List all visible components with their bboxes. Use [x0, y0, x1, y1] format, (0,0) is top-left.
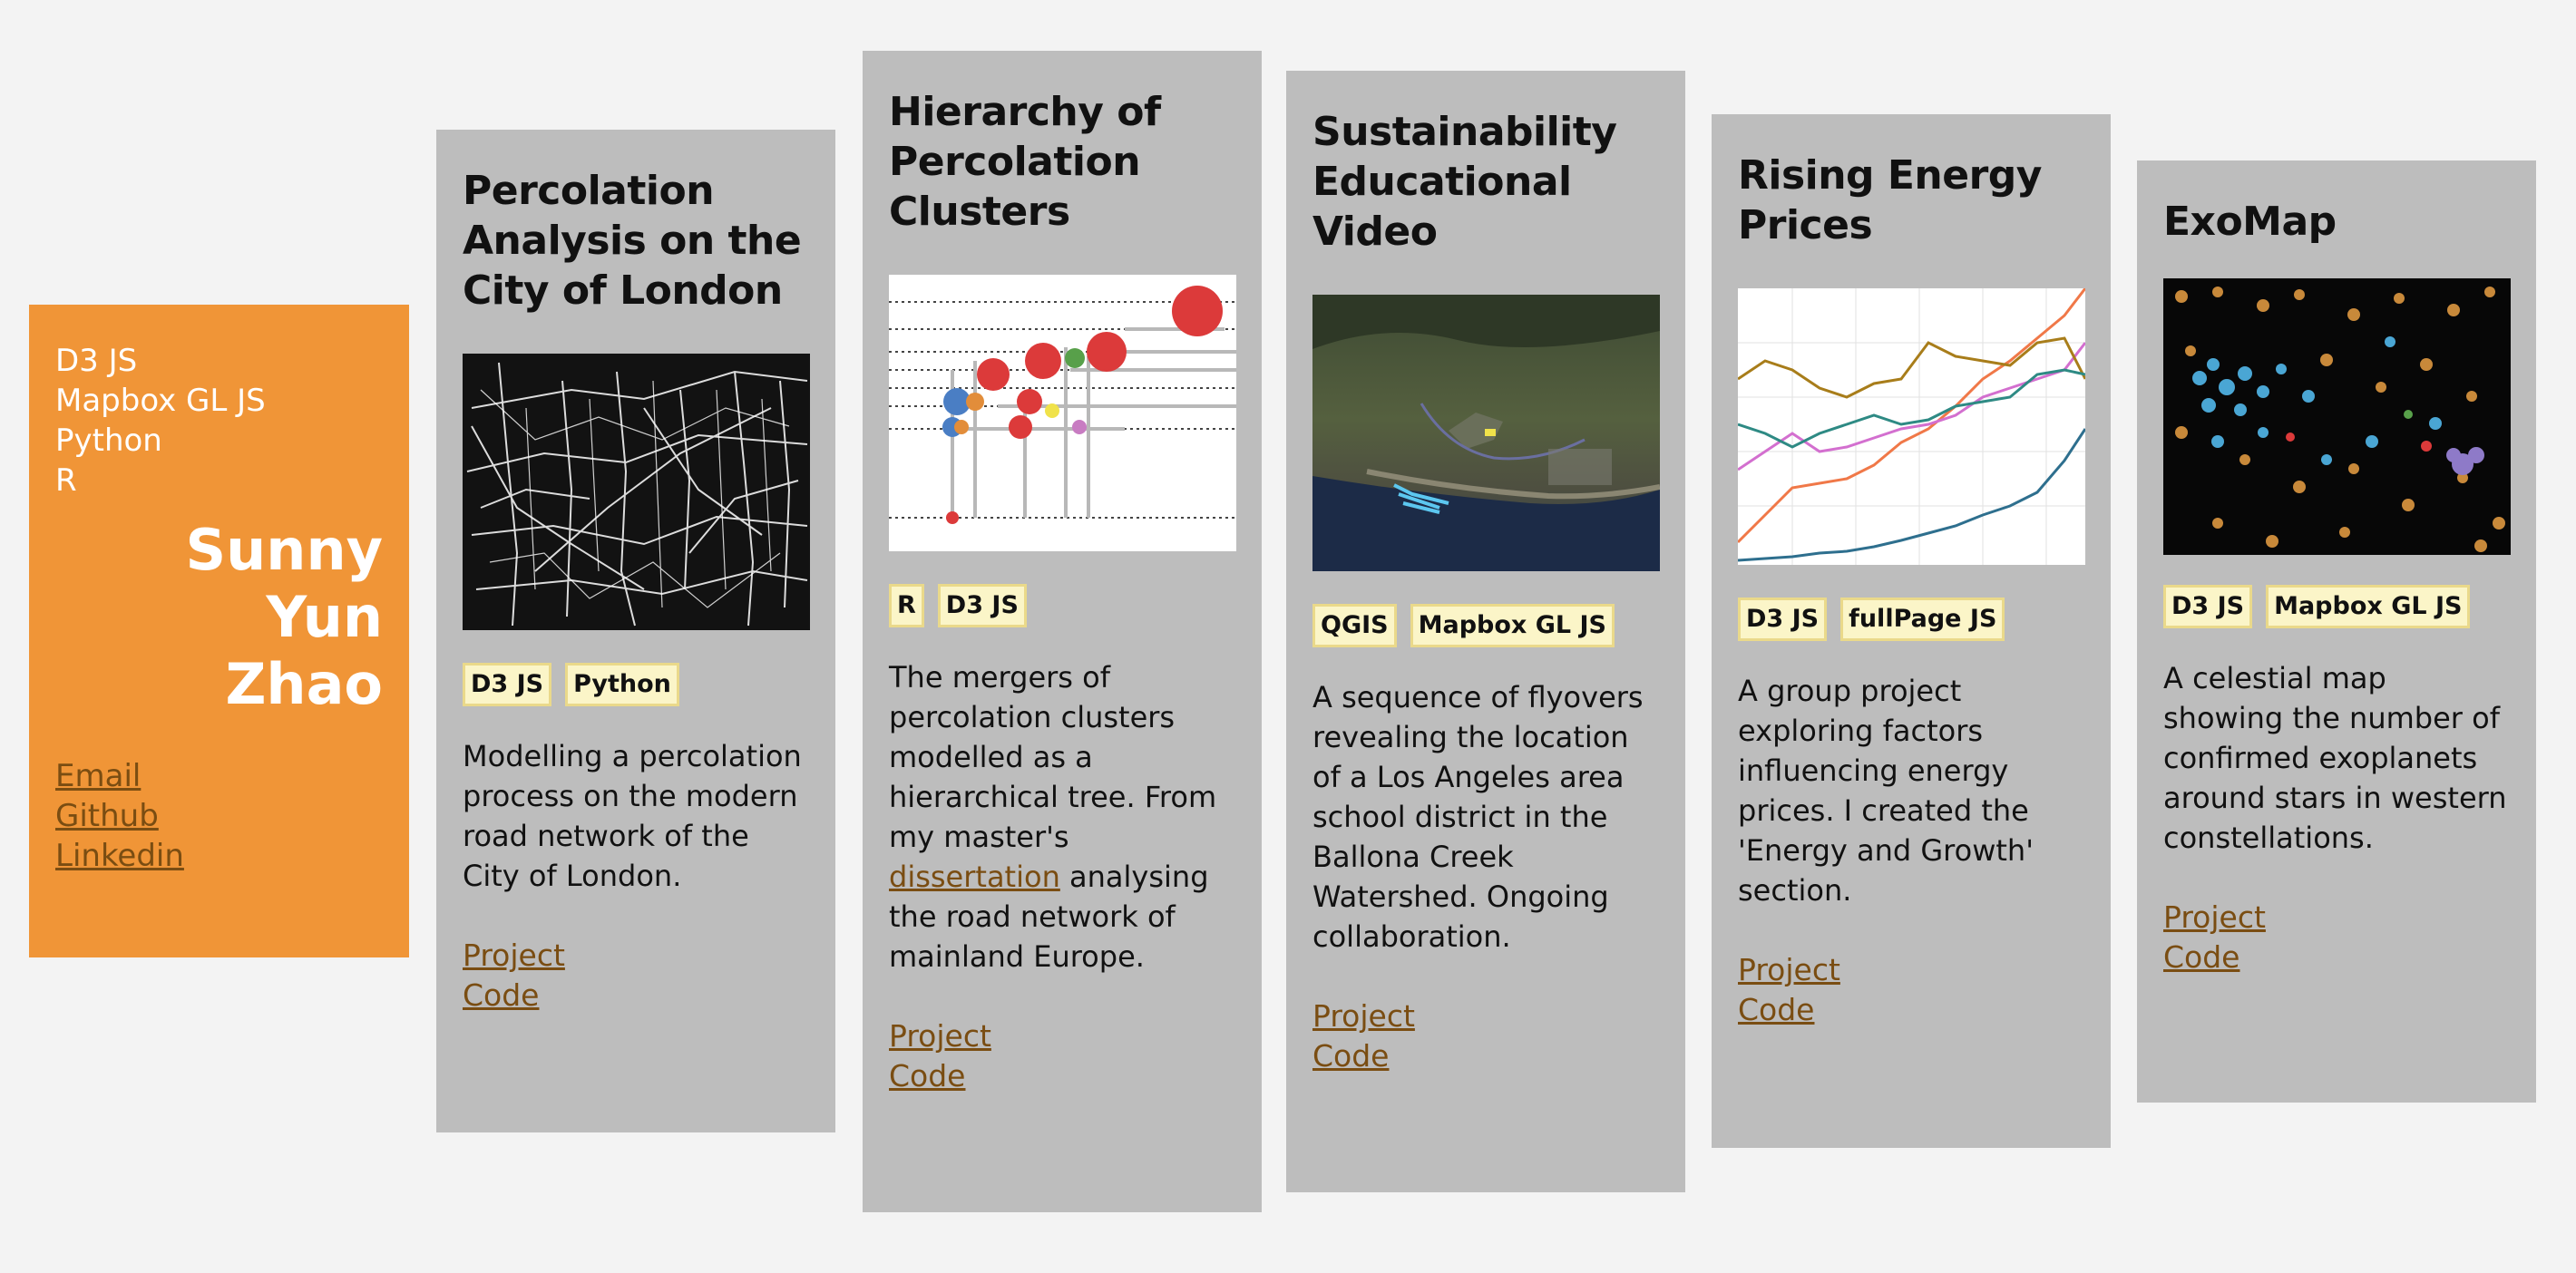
tag-list: D3 JS Python — [463, 663, 809, 706]
code-link[interactable]: Code — [463, 977, 540, 1013]
skill-item: Python — [55, 423, 162, 459]
dissertation-link[interactable]: dissertation — [889, 860, 1060, 894]
tag: D3 JS — [463, 663, 552, 706]
card-title: Rising Energy Prices — [1738, 152, 2042, 248]
tag: fullPage JS — [1840, 598, 2005, 641]
description-text: The mergers of percolation clusters mode… — [889, 660, 1217, 854]
profile-card: D3 JS Mapbox GL JS Python R Sunny Yun Zh… — [29, 305, 409, 957]
skill-item: Mapbox GL JS — [55, 383, 266, 419]
cluster-tree-thumbnail[interactable] — [889, 275, 1236, 551]
card-description: The mergers of percolation clusters mode… — [889, 657, 1235, 977]
project-link[interactable]: Project — [2163, 899, 2266, 935]
name-line: Sunny — [185, 517, 383, 583]
profile-name: Sunny Yun Zhao — [55, 517, 383, 718]
email-link[interactable]: Email — [55, 758, 141, 794]
card-title: Hierarchy of Percolation Clusters — [889, 89, 1161, 235]
project-link[interactable]: Project — [889, 1018, 991, 1054]
project-link[interactable]: Project — [1312, 998, 1415, 1034]
card-title: Sustainability Educational Video — [1312, 109, 1617, 255]
flyover-video-thumbnail[interactable] — [1312, 295, 1660, 571]
card-title: ExoMap — [2163, 199, 2337, 245]
tag: D3 JS — [2163, 585, 2253, 628]
card-links: Project Code — [1738, 950, 2084, 1030]
code-link[interactable]: Code — [1312, 1038, 1390, 1074]
profile-links: Email Github Linkedin — [55, 756, 383, 876]
tag: D3 JS — [937, 584, 1027, 627]
exomap-thumbnail[interactable] — [2163, 278, 2511, 555]
tag: QGIS — [1312, 604, 1397, 647]
project-link[interactable]: Project — [1738, 952, 1840, 987]
tag-list: R D3 JS — [889, 584, 1235, 627]
code-link[interactable]: Code — [1738, 992, 1815, 1027]
tag: D3 JS — [1738, 598, 1828, 641]
card-description: A sequence of flyovers revealing the loc… — [1312, 680, 1644, 954]
tag: R — [889, 584, 924, 627]
card-title: Percolation Analysis on the City of Lond… — [463, 168, 802, 314]
project-link[interactable]: Project — [463, 938, 565, 973]
description-text: analysing the road network of mainland E… — [889, 860, 1209, 974]
card-links: Project Code — [889, 1016, 1235, 1096]
card-links: Project Code — [1312, 996, 1659, 1076]
project-card-sustainability: Sustainability Educational Video QGIS Ma… — [1286, 71, 1685, 1192]
code-link[interactable]: Code — [2163, 939, 2240, 975]
linkedin-link[interactable]: Linkedin — [55, 838, 184, 874]
name-line: Yun — [266, 584, 383, 650]
skill-item: D3 JS — [55, 343, 138, 379]
skills-list: D3 JS Mapbox GL JS Python R — [55, 341, 383, 500]
energy-chart-thumbnail[interactable] — [1738, 288, 2085, 565]
card-description: A celestial map showing the number of co… — [2163, 661, 2507, 855]
project-card-energy: Rising Energy Prices D3 JS fullPage JS A… — [1712, 114, 2111, 1148]
project-card-exomap: ExoMap D3 JS Mapbox GL JS A ce — [2137, 160, 2536, 1103]
card-description: Modelling a percolation process on the m… — [463, 739, 802, 893]
skill-item: R — [55, 462, 77, 499]
card-links: Project Code — [2163, 898, 2510, 977]
github-link[interactable]: Github — [55, 798, 159, 834]
card-description: A group project exploring factors influe… — [1738, 674, 2034, 908]
name-line: Zhao — [225, 651, 383, 717]
tag-list: QGIS Mapbox GL JS — [1312, 604, 1659, 647]
project-card-percolation: Percolation Analysis on the City of Lond… — [436, 130, 835, 1132]
project-card-hierarchy: Hierarchy of Percolation Clusters — [863, 51, 1262, 1212]
tag: Mapbox GL JS — [1410, 604, 1615, 647]
tag: Mapbox GL JS — [2266, 585, 2471, 628]
code-link[interactable]: Code — [889, 1058, 966, 1093]
tag-list: D3 JS Mapbox GL JS — [2163, 585, 2510, 628]
tag: Python — [565, 663, 679, 706]
percolation-map-thumbnail[interactable] — [463, 354, 810, 630]
card-links: Project Code — [463, 936, 809, 1015]
tag-list: D3 JS fullPage JS — [1738, 598, 2084, 641]
